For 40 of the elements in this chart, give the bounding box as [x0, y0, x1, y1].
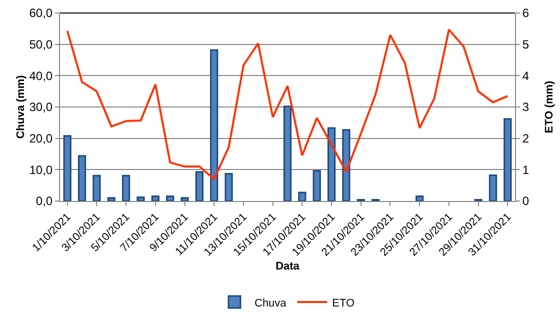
y-tick-label: 20,0 — [29, 132, 53, 146]
y-tick-label: 40,0 — [29, 68, 53, 83]
bar — [488, 174, 498, 201]
bar — [107, 197, 116, 201]
bar — [78, 155, 86, 201]
bar — [210, 49, 218, 201]
bar — [342, 129, 350, 201]
y2-tick-label: 6 — [522, 6, 530, 20]
y-tick-label: 10,0 — [29, 162, 53, 177]
y2-tick-label: 1 — [522, 162, 530, 177]
bar — [327, 127, 336, 201]
y2-tick-label: 3 — [522, 100, 530, 114]
bar — [180, 197, 189, 201]
bar — [416, 196, 424, 201]
line-series — [66, 28, 509, 180]
bar — [151, 196, 160, 201]
y2-tick-label: 4 — [522, 68, 530, 83]
y2-tick-label: 0 — [522, 194, 530, 208]
bar — [224, 172, 233, 201]
y-tick-label: 30,0 — [29, 100, 53, 114]
bar — [166, 196, 174, 201]
y-tick-label: 50,0 — [29, 38, 53, 52]
legend-label: Chuva — [254, 297, 288, 310]
bar — [504, 118, 512, 201]
y-axis-title: Chuva (mm) — [15, 74, 28, 139]
y-tick-label: 0,0 — [36, 194, 53, 208]
bar — [195, 171, 204, 201]
y2-tick-label: 5 — [522, 38, 530, 52]
x-axis-title: Data — [276, 260, 300, 273]
bar — [283, 106, 292, 201]
y2-axis-title: ETO (mm) — [544, 80, 556, 134]
bar — [122, 174, 130, 201]
bar — [312, 170, 321, 201]
legend-label: ETO — [332, 297, 356, 310]
bar — [298, 192, 306, 201]
bar — [136, 196, 145, 201]
y2-tick-label: 2 — [522, 132, 530, 146]
y-tick-label: 60,0 — [29, 6, 53, 20]
bar — [63, 135, 72, 201]
bar — [92, 174, 101, 201]
